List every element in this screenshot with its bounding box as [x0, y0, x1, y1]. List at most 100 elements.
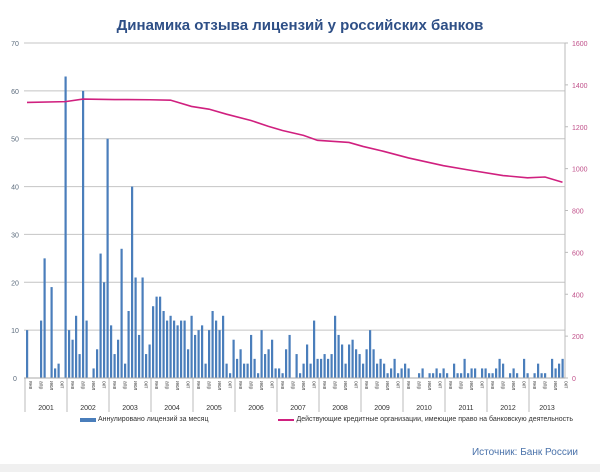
bar — [453, 363, 456, 378]
bar — [463, 358, 466, 378]
source-note: Источник: Банк России — [471, 447, 578, 458]
legend-line-label: Действующие кредитные организации, имеющ… — [296, 416, 574, 423]
bar — [533, 373, 536, 378]
left-axis-tick-label: 10 — [11, 328, 19, 335]
month-tick-label: окт — [479, 381, 485, 389]
bar — [145, 354, 148, 378]
bar — [232, 339, 235, 378]
bar — [537, 363, 540, 378]
bar — [344, 363, 347, 378]
bar — [341, 344, 344, 378]
month-tick-label: апр — [248, 381, 254, 389]
month-tick-label: окт — [521, 381, 527, 389]
month-tick-label: апр — [374, 381, 380, 389]
bar — [390, 368, 393, 378]
right-axis-tick-label: 1600 — [572, 41, 588, 48]
month-tick-label: окт — [59, 381, 65, 389]
month-tick-label: апр — [80, 381, 86, 389]
bar — [295, 354, 298, 378]
month-tick-label: апр — [164, 381, 170, 389]
bar — [271, 339, 274, 378]
bar — [50, 287, 53, 378]
month-tick-label: апр — [122, 381, 128, 389]
month-tick-label: янв — [489, 381, 495, 389]
bar — [246, 363, 249, 378]
bar — [526, 373, 529, 378]
month-tick-label: июл — [258, 381, 264, 390]
bar — [365, 349, 368, 378]
bar — [470, 368, 473, 378]
month-tick-label: окт — [437, 381, 443, 389]
bar — [285, 349, 288, 378]
right-axis-tick-label: 0 — [572, 376, 576, 383]
bar — [166, 320, 169, 378]
bar — [43, 258, 46, 378]
bar — [544, 373, 547, 378]
bar — [120, 248, 123, 378]
bar — [68, 330, 71, 378]
bar — [239, 349, 242, 378]
bottom-strip — [0, 464, 600, 472]
bar — [421, 368, 424, 378]
bar — [117, 339, 120, 378]
bar — [134, 277, 137, 378]
year-label: 2003 — [122, 405, 138, 412]
bar — [498, 358, 501, 378]
bar — [127, 311, 130, 378]
bar — [316, 358, 319, 378]
bar — [148, 344, 151, 378]
bar — [194, 334, 197, 378]
bar — [96, 349, 99, 378]
bar — [260, 330, 263, 378]
month-tick-label: апр — [332, 381, 338, 389]
left-axis-tick-label: 70 — [11, 41, 19, 48]
bar — [218, 330, 221, 378]
bar — [467, 373, 470, 378]
bar — [243, 363, 246, 378]
month-tick-label: апр — [38, 381, 44, 389]
bar — [82, 90, 85, 378]
bar — [71, 339, 74, 378]
month-tick-label: июл — [300, 381, 306, 390]
bar — [435, 368, 438, 378]
bar — [75, 315, 78, 378]
bar — [85, 320, 88, 378]
bar — [502, 363, 505, 378]
bar — [337, 334, 340, 378]
bar — [362, 363, 365, 378]
bar — [26, 330, 29, 378]
year-label: 2013 — [539, 405, 555, 412]
month-tick-label: окт — [227, 381, 233, 389]
bar — [372, 349, 375, 378]
left-axis-tick-label: 50 — [11, 137, 19, 144]
bar — [369, 330, 372, 378]
year-label: 2010 — [416, 405, 432, 412]
bar — [488, 373, 491, 378]
bar — [299, 373, 302, 378]
bar — [327, 358, 330, 378]
month-tick-label: янв — [321, 381, 327, 389]
bar — [313, 320, 316, 378]
bar — [383, 363, 386, 378]
legend: Аннулировано лицензий за месяц Действующ… — [80, 416, 573, 423]
right-axis-tick-label: 200 — [572, 334, 584, 341]
bar — [169, 315, 172, 378]
bar — [208, 330, 211, 378]
month-tick-label: окт — [143, 381, 149, 389]
bar — [222, 315, 225, 378]
bar — [131, 186, 134, 378]
bar — [229, 373, 232, 378]
bar — [484, 368, 487, 378]
bar — [330, 354, 333, 378]
bar — [358, 354, 361, 378]
month-tick-label: июл — [342, 381, 348, 390]
month-tick-label: апр — [542, 381, 548, 389]
bar — [376, 363, 379, 378]
legend-line-swatch — [278, 418, 295, 421]
bar — [173, 320, 176, 378]
left-axis-tick-label: 20 — [11, 280, 19, 287]
month-tick-label: окт — [101, 381, 107, 389]
bar — [400, 368, 403, 378]
legend-bar-swatch — [80, 417, 96, 422]
month-tick-label: янв — [531, 381, 537, 389]
